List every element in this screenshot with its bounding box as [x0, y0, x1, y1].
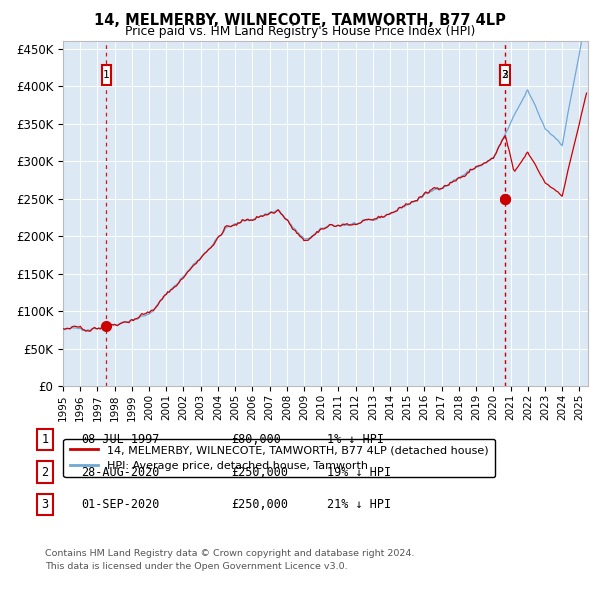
- Text: 19% ↓ HPI: 19% ↓ HPI: [327, 466, 391, 478]
- Text: 14, MELMERBY, WILNECOTE, TAMWORTH, B77 4LP: 14, MELMERBY, WILNECOTE, TAMWORTH, B77 4…: [94, 13, 506, 28]
- Text: £80,000: £80,000: [231, 433, 281, 446]
- FancyBboxPatch shape: [101, 65, 111, 85]
- Text: 3: 3: [502, 70, 508, 80]
- Text: Price paid vs. HM Land Registry's House Price Index (HPI): Price paid vs. HM Land Registry's House …: [125, 25, 475, 38]
- Text: 28-AUG-2020: 28-AUG-2020: [81, 466, 160, 478]
- Text: 1% ↓ HPI: 1% ↓ HPI: [327, 433, 384, 446]
- Text: This data is licensed under the Open Government Licence v3.0.: This data is licensed under the Open Gov…: [45, 562, 347, 571]
- Text: £250,000: £250,000: [231, 498, 288, 511]
- Text: 3: 3: [41, 498, 49, 511]
- Text: 1: 1: [103, 70, 110, 80]
- Text: 1: 1: [41, 433, 49, 446]
- Text: Contains HM Land Registry data © Crown copyright and database right 2024.: Contains HM Land Registry data © Crown c…: [45, 549, 415, 558]
- FancyBboxPatch shape: [500, 65, 509, 85]
- FancyBboxPatch shape: [500, 65, 509, 85]
- Text: £250,000: £250,000: [231, 466, 288, 478]
- Text: 21% ↓ HPI: 21% ↓ HPI: [327, 498, 391, 511]
- Text: 08-JUL-1997: 08-JUL-1997: [81, 433, 160, 446]
- Text: 01-SEP-2020: 01-SEP-2020: [81, 498, 160, 511]
- Legend: 14, MELMERBY, WILNECOTE, TAMWORTH, B77 4LP (detached house), HPI: Average price,: 14, MELMERBY, WILNECOTE, TAMWORTH, B77 4…: [64, 438, 495, 477]
- Text: 2: 2: [41, 466, 49, 478]
- Text: 2: 2: [501, 70, 508, 80]
